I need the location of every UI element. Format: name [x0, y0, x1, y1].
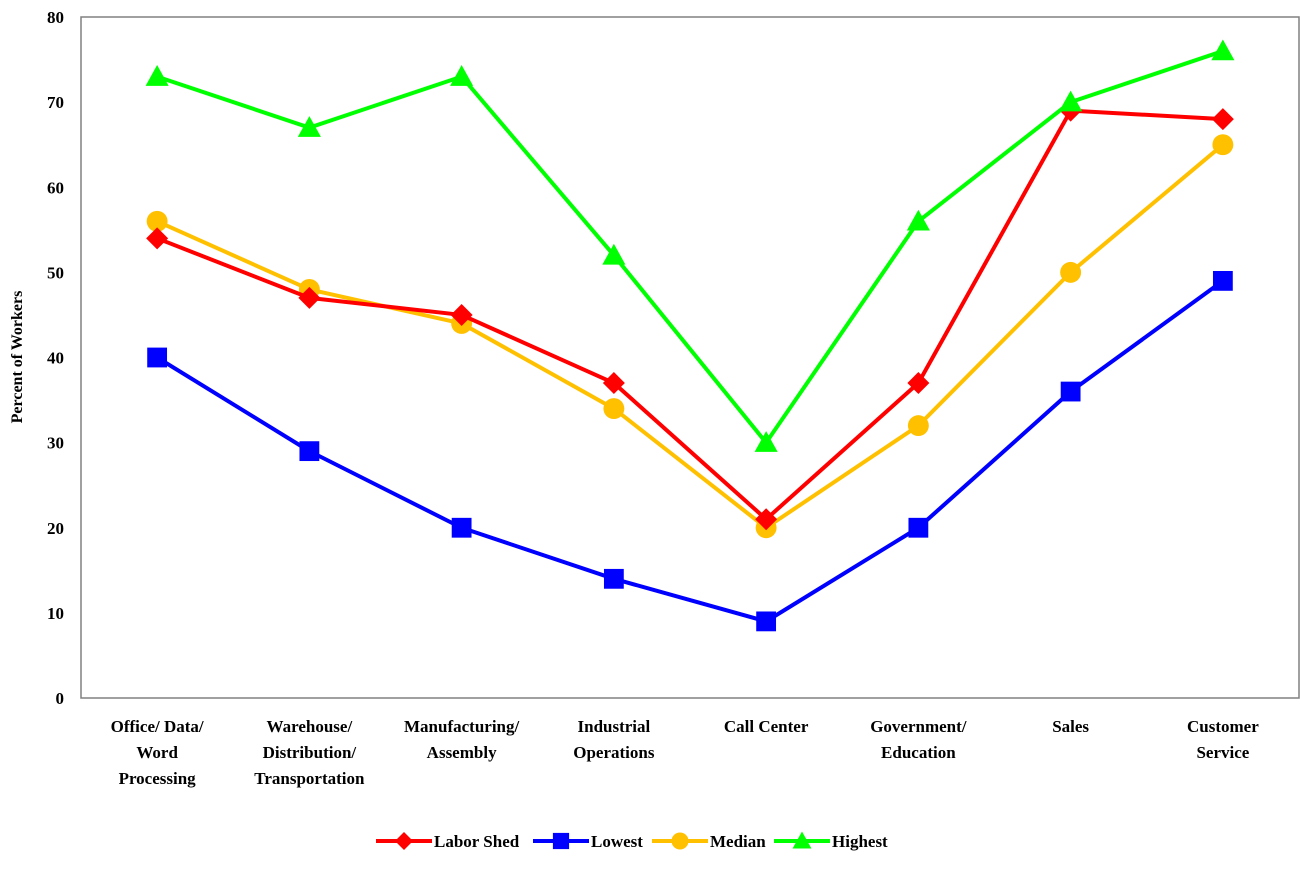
plot-area [80, 16, 1300, 699]
x-category-label: Call Center [724, 717, 809, 736]
series-highest [145, 39, 1235, 452]
series-line [156, 108, 1223, 522]
data-point [1212, 134, 1234, 156]
data-point [451, 517, 472, 538]
legend-item: Labor Shed [376, 832, 520, 851]
legend-swatch-marker [671, 832, 689, 850]
data-point [1060, 261, 1082, 283]
data-point [756, 611, 777, 632]
data-point [450, 303, 473, 326]
x-category-label-line: Distribution/ [263, 743, 357, 762]
y-tick-label: 40 [47, 349, 64, 368]
x-category-label: Industrial Operations [573, 717, 655, 762]
x-category-label-line: Office/ Data/ [111, 717, 204, 736]
y-tick-label: 70 [47, 93, 64, 112]
y-axis-title: Percent of Workers [9, 291, 26, 424]
legend-swatch-marker [552, 832, 570, 850]
x-category-label-line: Word [136, 743, 178, 762]
x-axis-categories: Office/ Data/Word Processing Warehouse/Dis… [111, 717, 1260, 788]
data-point [297, 116, 321, 137]
x-category-label-line: Government/ [870, 717, 967, 736]
data-point [602, 243, 626, 265]
x-category-label-line: Assembly [427, 743, 497, 762]
data-point [1211, 108, 1234, 131]
data-point [907, 415, 929, 437]
legend-label: Median [710, 832, 766, 851]
series-line [156, 279, 1225, 624]
x-category-label: Customer Service [1187, 717, 1259, 762]
data-point [602, 372, 625, 395]
series-lowest [147, 270, 1233, 632]
x-category-label-line: Industrial [578, 717, 651, 736]
x-category-label-line: Call Center [724, 717, 809, 736]
x-category-label-line: Service [1196, 743, 1249, 762]
data-point [906, 209, 930, 231]
data-point [450, 65, 474, 86]
data-point [1211, 39, 1235, 61]
y-tick-label: 0 [56, 689, 65, 708]
legend: Labor Shed Lowest Median Highest [376, 831, 888, 851]
x-category-label-line: Processing [119, 769, 197, 788]
data-point [603, 398, 625, 420]
data-point [908, 517, 929, 538]
data-point [299, 441, 320, 462]
x-category-label-line: Manufacturing/ [404, 717, 520, 736]
y-tick-label: 20 [47, 519, 64, 538]
y-axis-ticks: 0 10 20 30 40 50 60 70 80 [47, 8, 64, 708]
data-point [145, 65, 169, 86]
data-point [1060, 381, 1081, 402]
x-category-label: Manufacturing/Assembly [404, 717, 520, 762]
x-category-label: Warehouse/Distribution/Transportation [254, 717, 365, 788]
x-category-label-line: Sales [1052, 717, 1089, 736]
y-tick-label: 30 [47, 434, 64, 453]
series-layer [145, 39, 1235, 632]
y-tick-label: 10 [47, 604, 64, 623]
data-point [146, 210, 168, 232]
series-line [156, 49, 1224, 445]
x-category-label-line: Customer [1187, 717, 1259, 736]
data-point [146, 227, 169, 250]
legend-label: Lowest [591, 832, 643, 851]
x-category-label-line: Operations [573, 743, 655, 762]
legend-item: Highest [774, 831, 888, 851]
data-point [298, 286, 321, 309]
y-tick-label: 60 [47, 178, 64, 197]
data-point [603, 568, 624, 589]
data-point [1059, 90, 1083, 112]
x-category-label: Sales [1052, 717, 1089, 736]
x-category-label: Office/ Data/Word Processing [111, 717, 204, 788]
legend-item: Lowest [533, 832, 643, 851]
data-point [1212, 270, 1233, 291]
x-category-label-line: Transportation [254, 769, 365, 788]
legend-swatch-marker [395, 832, 413, 850]
x-category-label: Government/Education [870, 717, 967, 762]
legend-swatch-marker [792, 831, 812, 849]
data-point [147, 347, 168, 368]
legend-item: Median [652, 832, 766, 851]
data-point [755, 508, 778, 531]
series-line [156, 143, 1225, 530]
data-point [907, 372, 930, 395]
legend-label: Labor Shed [434, 832, 520, 851]
x-category-label-line: Warehouse/ [267, 717, 353, 736]
data-point [754, 431, 778, 452]
legend-label: Highest [832, 832, 888, 851]
y-tick-label: 50 [47, 263, 64, 282]
y-tick-label: 80 [47, 8, 64, 27]
x-category-label-line: Education [881, 743, 956, 762]
